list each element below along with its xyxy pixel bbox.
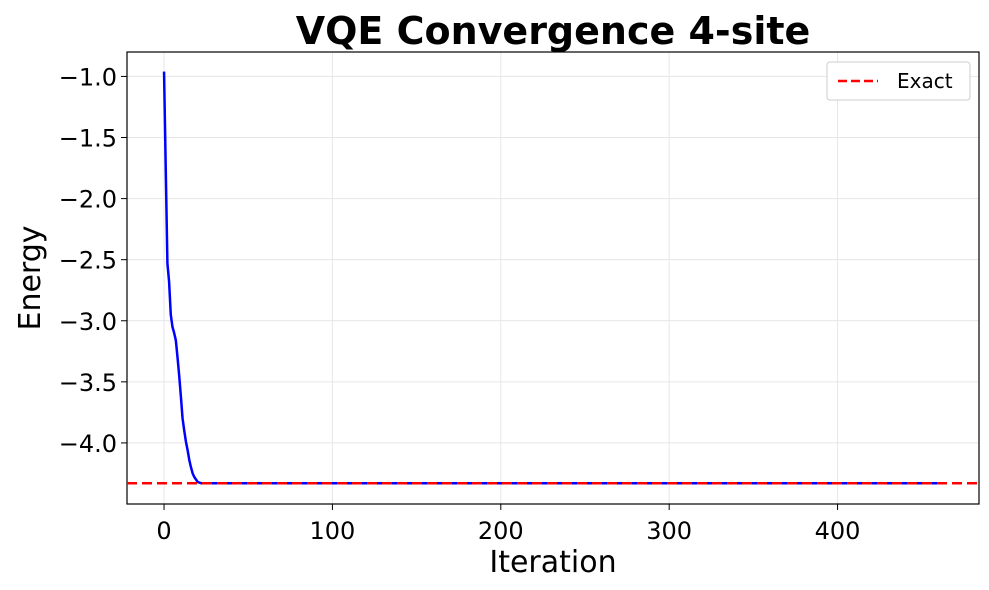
chart-title: VQE Convergence 4-site	[296, 9, 811, 53]
y-tick-label: −4.0	[59, 430, 117, 458]
x-tick-label: 0	[156, 517, 171, 545]
y-axis-label: Energy	[13, 225, 48, 330]
legend-box	[826, 61, 971, 101]
x-axis-label: Iteration	[489, 545, 616, 580]
y-tick-label: −3.5	[59, 369, 117, 397]
legend-label-exact: Exact	[897, 69, 953, 93]
x-tick-label: 400	[815, 517, 861, 545]
legend: Exact	[826, 61, 971, 101]
grid	[127, 52, 979, 504]
x-tick-label: 300	[646, 517, 692, 545]
series-line-energy	[162, 71, 939, 485]
y-tick-label: −2.5	[59, 247, 117, 275]
series-layer	[127, 71, 979, 485]
x-tick-label: 100	[310, 517, 356, 545]
y-axis-ticks: −1.0 −1.5 −2.0 −2.5 −3.0 −3.5 −4.0	[59, 63, 127, 458]
y-tick-label: −1.0	[59, 63, 117, 91]
x-tick-label: 200	[478, 517, 524, 545]
x-axis-ticks: 0 100 200 300 400	[156, 504, 860, 545]
y-tick-label: −1.5	[59, 125, 117, 153]
plot-area	[126, 51, 980, 505]
y-tick-label: −3.0	[59, 308, 117, 336]
y-tick-label: −2.0	[59, 186, 117, 214]
